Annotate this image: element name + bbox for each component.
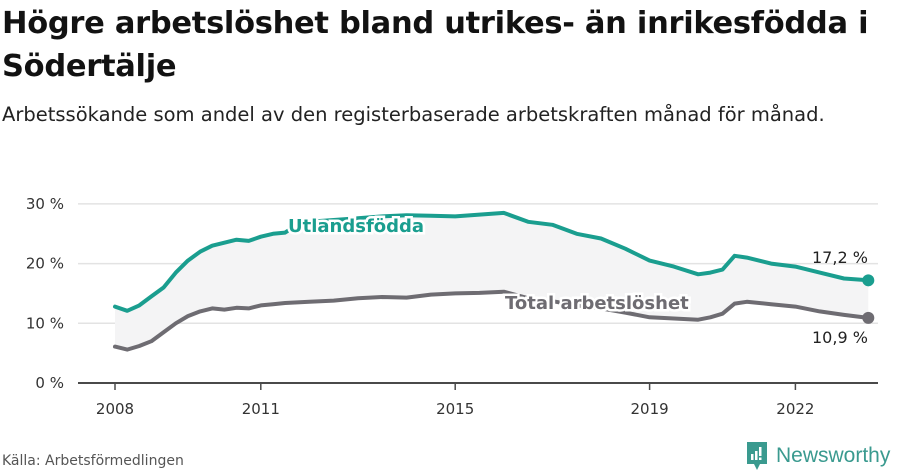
svg-text:10 %: 10 % [26, 314, 64, 332]
svg-text:30 %: 30 % [26, 195, 64, 213]
foreign-born-end-value: 17,2 % [812, 248, 868, 267]
svg-text:2011: 2011 [242, 400, 280, 418]
bar-chart-speech-bubble-icon [747, 442, 767, 470]
svg-text:2008: 2008 [96, 400, 134, 418]
source-note: Källa: Arbetsförmedlingen [2, 453, 184, 469]
line-chart: 0 % 10 % 20 % 30 % 2008 2011 2015 2019 2022 Utl… [26, 195, 878, 418]
total-series-label: Total arbetslöshet [505, 293, 689, 314]
total-line [113, 289, 871, 352]
total-end-dot [862, 311, 875, 324]
x-axis-ticks: 2008 2011 2015 2019 2022 [96, 383, 814, 418]
svg-text:0 %: 0 % [35, 374, 64, 392]
foreign-born-end-dot [862, 274, 875, 287]
svg-text:2022: 2022 [776, 400, 814, 418]
newsworthy-logo[interactable]: Newsworthy [746, 441, 890, 471]
total-end-value: 10,9 % [812, 328, 868, 347]
foreign-born-line [113, 210, 871, 313]
foreign-born-series-label: Utlandsfödda [288, 216, 424, 237]
y-axis-labels: 0 % 10 % 20 % 30 % [26, 195, 64, 392]
svg-text:20 %: 20 % [26, 255, 64, 273]
svg-text:2015: 2015 [436, 400, 474, 418]
chart-title: Högre arbetslöshet bland utrikes- än inr… [2, 6, 869, 84]
brand-name: Newsworthy [776, 444, 891, 467]
gap-band [115, 212, 869, 350]
chart-subtitle: Arbetssökande som andel av den registerb… [2, 103, 825, 126]
svg-text:2019: 2019 [631, 400, 669, 418]
